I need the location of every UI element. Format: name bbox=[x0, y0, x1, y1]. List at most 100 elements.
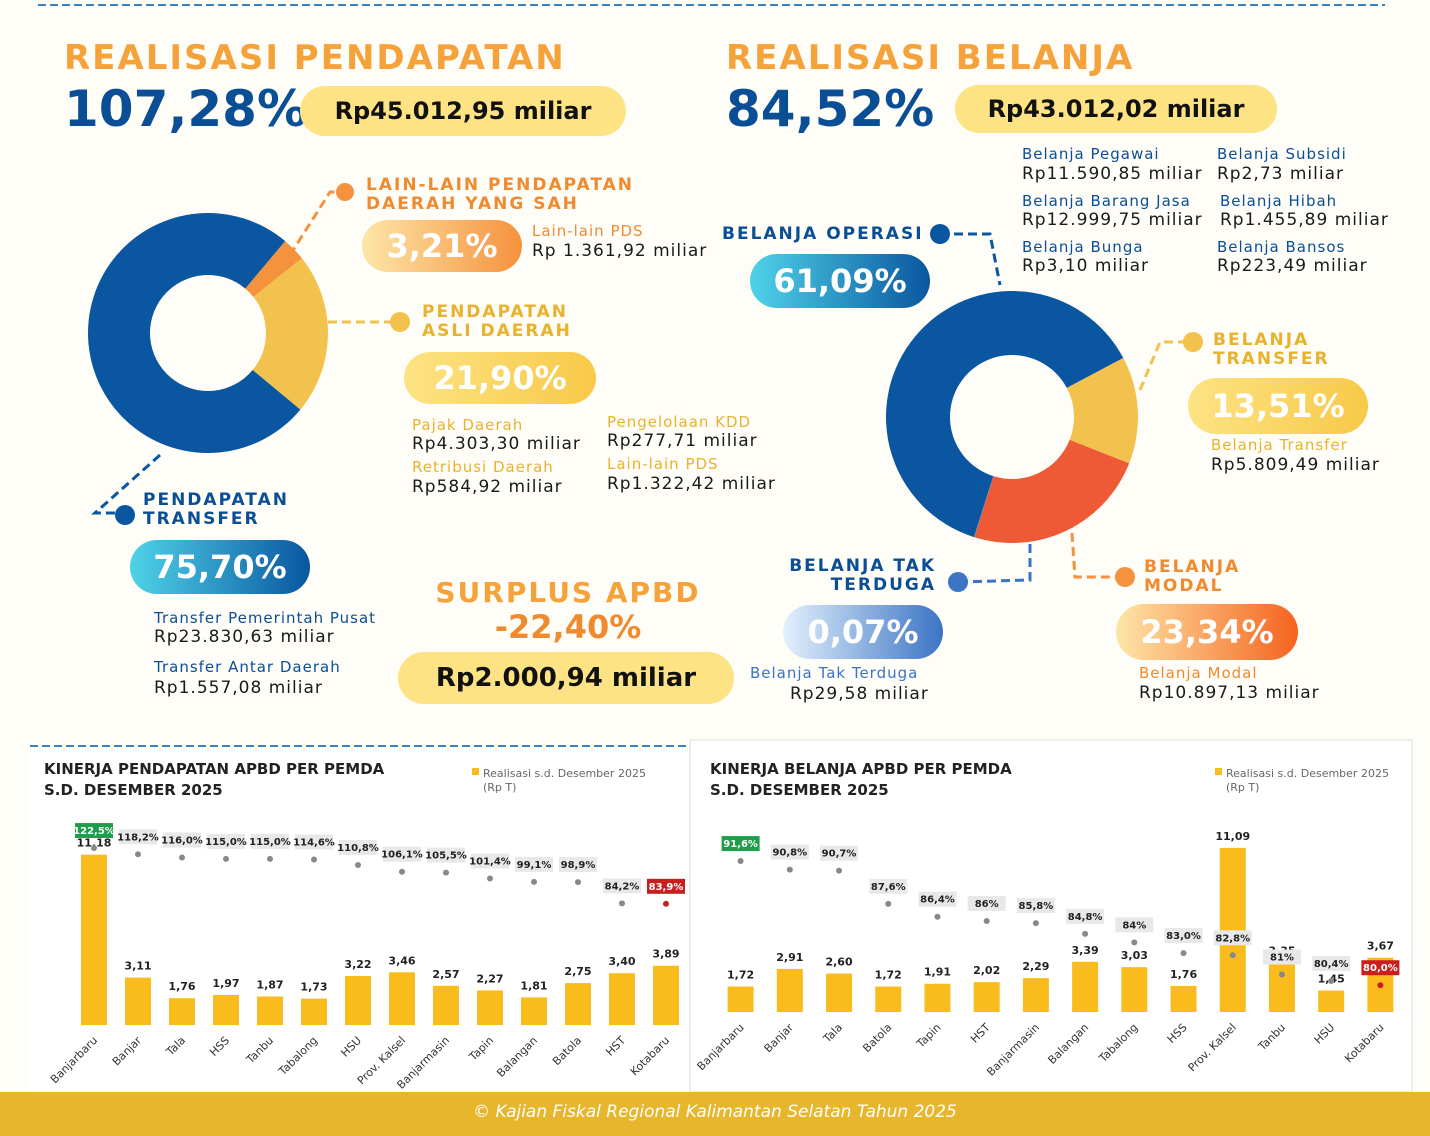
percent-dot bbox=[1180, 950, 1187, 957]
callout-label: BELANJA OPERASI bbox=[722, 224, 924, 244]
percent-dot bbox=[1377, 982, 1384, 989]
percent-dot bbox=[179, 854, 185, 861]
donut-slice bbox=[1066, 357, 1139, 464]
amount-pill: Rp43.012,02 miliar bbox=[955, 85, 1277, 133]
bar-label: 1,97 bbox=[212, 977, 239, 990]
amount: Rp2.000,94 miliar bbox=[435, 663, 697, 693]
section-title: REALISASI PENDAPATAN bbox=[64, 38, 566, 78]
bar bbox=[1072, 961, 1099, 1012]
chart-subtitle: S.D. DESEMBER 2025 bbox=[44, 781, 223, 799]
percent-dot bbox=[1032, 920, 1039, 927]
percent-label: 116,0% bbox=[161, 835, 203, 846]
percent-dot bbox=[885, 900, 892, 907]
percent-dot bbox=[619, 900, 625, 907]
section-title: SURPLUS APBD bbox=[435, 576, 701, 609]
percent-dot bbox=[663, 900, 669, 907]
bar bbox=[565, 983, 591, 1025]
bar bbox=[301, 998, 327, 1025]
percent-label-bg bbox=[1361, 960, 1400, 976]
percent-dot bbox=[983, 918, 990, 924]
bar-label: 2,75 bbox=[564, 965, 591, 978]
percent-dot bbox=[737, 858, 744, 865]
percent-label-bg bbox=[1016, 898, 1055, 914]
percent-label-bg bbox=[427, 847, 465, 863]
bar-label: 3,39 bbox=[1072, 944, 1099, 957]
percent-dot bbox=[223, 855, 229, 862]
bar bbox=[521, 997, 547, 1025]
percent-pill: 0,07% bbox=[783, 605, 943, 659]
callout-label: BELANJA MODAL bbox=[1144, 557, 1241, 596]
percent-label-bg bbox=[1115, 917, 1154, 933]
bar bbox=[345, 975, 371, 1025]
bar-label: 2,29 bbox=[1022, 960, 1049, 973]
percent-label: 84% bbox=[1122, 920, 1146, 931]
percent-pill: 3,21% bbox=[362, 220, 522, 272]
bar-label: 1,72 bbox=[875, 969, 902, 982]
percent-dot bbox=[836, 867, 843, 874]
percent-label: 81% bbox=[1270, 953, 1294, 964]
percent-label-bg bbox=[721, 836, 760, 852]
bar bbox=[477, 990, 503, 1025]
item-name: Belanja Modal bbox=[1139, 664, 1258, 682]
bar bbox=[653, 965, 679, 1025]
percent: 23,34% bbox=[1140, 613, 1274, 651]
percent-pill: 13,51% bbox=[1188, 378, 1368, 434]
item-value: Rp1.557,08 miliar bbox=[154, 678, 323, 698]
bar-label: 3,67 bbox=[1367, 940, 1394, 953]
callout-label: PENDAPATAN ASLI DAERAH bbox=[422, 302, 572, 341]
amount: Rp43.012,02 miliar bbox=[987, 95, 1245, 123]
legend-label: Realisasi s.d. Desember 2025 (Rp T) bbox=[483, 767, 646, 794]
percent-dot bbox=[135, 851, 141, 858]
bar-label: 3,46 bbox=[388, 954, 415, 967]
donut-slice bbox=[973, 476, 994, 538]
chart-title: KINERJA PENDAPATAN APBD PER PEMDA bbox=[44, 760, 385, 778]
percent-dot bbox=[1328, 977, 1335, 984]
bar bbox=[213, 994, 239, 1025]
item-name: Retribusi Daerah bbox=[412, 458, 554, 476]
percent-label: 91,6% bbox=[723, 839, 758, 850]
item-name: Transfer Antar Daerah bbox=[154, 658, 341, 676]
percent-label: 105,5% bbox=[425, 851, 467, 862]
percent-label-bg bbox=[1312, 955, 1351, 971]
percent-dot bbox=[311, 856, 317, 863]
bar-label: 3,03 bbox=[1121, 949, 1148, 962]
percent-label: 106,1% bbox=[381, 850, 423, 861]
bar bbox=[1268, 962, 1295, 1012]
percent-label: 84,2% bbox=[605, 881, 640, 892]
percent-label: 80,4% bbox=[1314, 959, 1349, 970]
percent-label-bg bbox=[75, 823, 113, 839]
legend-swatch bbox=[1215, 768, 1222, 775]
bar bbox=[826, 973, 853, 1012]
chart-subtitle: S.D. DESEMBER 2025 bbox=[710, 781, 889, 799]
footer-band bbox=[0, 1092, 1430, 1136]
item-value: Rp3,10 miliar bbox=[1022, 256, 1149, 276]
amount-pill: Rp2.000,94 miliar bbox=[398, 652, 734, 704]
percent-label: 86% bbox=[975, 899, 999, 910]
percent: 3,21% bbox=[386, 227, 498, 265]
bar-label: 3,40 bbox=[608, 955, 635, 968]
bar bbox=[389, 972, 415, 1025]
percent-label: 83,9% bbox=[649, 882, 684, 893]
legend-label: Realisasi s.d. Desember 2025 (Rp T) bbox=[1226, 767, 1389, 794]
item-name: Lain-lain PDS bbox=[532, 222, 644, 240]
bar bbox=[973, 982, 1000, 1012]
percent-label: 90,8% bbox=[772, 848, 807, 859]
percent-dot bbox=[487, 875, 493, 882]
percent-label: 115,0% bbox=[249, 837, 291, 848]
bar bbox=[924, 983, 951, 1012]
bar-label: 1,87 bbox=[256, 979, 283, 992]
percent-dot bbox=[267, 855, 273, 862]
percent-dot bbox=[443, 869, 449, 876]
bar-label: 11,09 bbox=[1215, 830, 1250, 843]
bar-label: 1,91 bbox=[924, 966, 951, 979]
bar-label: 1,76 bbox=[1170, 968, 1197, 981]
bar-label: 3,11 bbox=[124, 960, 151, 973]
bar bbox=[1022, 978, 1049, 1012]
chart-title: KINERJA BELANJA APBD PER PEMDA bbox=[710, 760, 1012, 778]
bar bbox=[875, 986, 902, 1012]
item-value: Rp11.590,85 miliar bbox=[1022, 164, 1203, 184]
percent: 61,09% bbox=[773, 262, 907, 300]
bar bbox=[169, 998, 195, 1025]
bar bbox=[257, 996, 283, 1025]
